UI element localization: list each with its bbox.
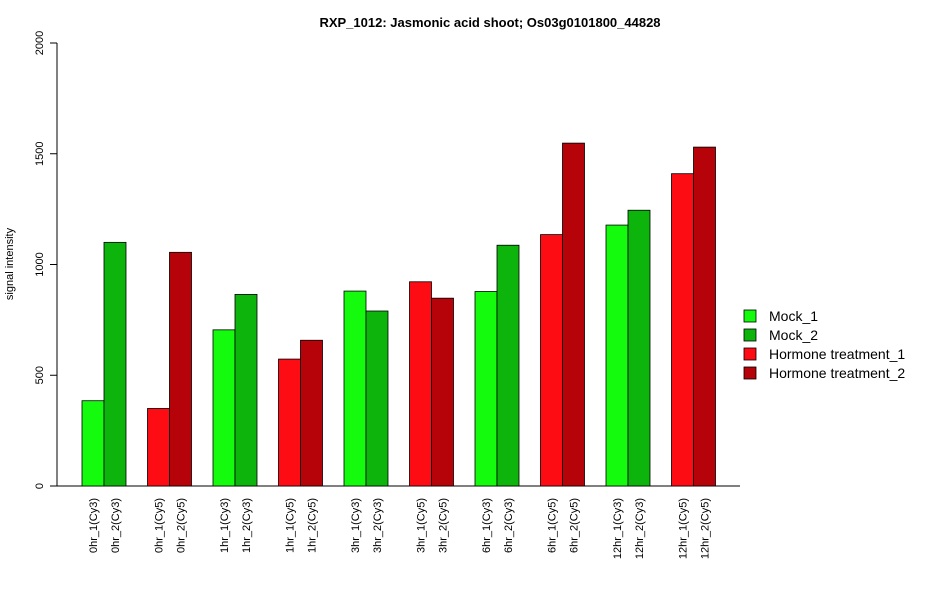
bar [627, 209, 651, 487]
x-tick-label: 6hr_1(Cy5) [547, 498, 559, 553]
bars-group [81, 142, 716, 487]
x-tick-label: 12hr_1(Cy5) [678, 498, 690, 559]
bar [300, 339, 323, 487]
bar [81, 400, 105, 487]
x-tick-label: 3hr_2(Cy3) [372, 498, 384, 553]
bar [343, 290, 367, 487]
y-tick-label: 2000 [34, 31, 46, 55]
bar [147, 408, 170, 487]
legend-swatch [743, 347, 757, 361]
x-axis-tick-labels: 0hr_1(Cy3) 0hr_2(Cy3) 0hr_1(Cy5) 0hr_2(Cy5)… [88, 498, 712, 559]
y-axis-ticks: 0 500 1000 1500 2000 [34, 31, 57, 489]
bar [234, 294, 258, 487]
legend-label: Hormone treatment_1 [769, 346, 905, 362]
bar [605, 224, 629, 487]
x-tick-label: 1hr_1(Cy3) [219, 498, 231, 553]
bar [103, 241, 127, 487]
y-tick-label: 0 [34, 483, 46, 489]
x-tick-label: 3hr_2(Cy5) [438, 498, 450, 553]
x-tick-label: 6hr_1(Cy3) [481, 498, 493, 553]
legend-label: Mock_2 [769, 327, 818, 343]
legend-swatch [743, 328, 757, 342]
legend: Mock_1 Mock_2 Hormone treatment_1 Hormone t… [743, 308, 905, 381]
bar [540, 234, 563, 487]
x-tick-label: 6hr_2(Cy3) [503, 498, 515, 553]
x-tick-label: 3hr_1(Cy5) [416, 498, 428, 553]
x-tick-label: 12hr_2(Cy3) [634, 498, 646, 559]
x-tick-label: 0hr_1(Cy3) [88, 498, 100, 553]
bar [278, 358, 301, 487]
x-tick-label: 0hr_2(Cy3) [110, 498, 122, 553]
x-tick-label: 3hr_1(Cy3) [350, 498, 362, 553]
y-tick-label: 1500 [34, 142, 46, 166]
y-tick-label: 1000 [34, 252, 46, 276]
bar [562, 142, 585, 487]
bar [474, 291, 498, 487]
x-tick-label: 12hr_2(Cy5) [700, 498, 712, 559]
bar [169, 251, 192, 487]
y-tick-label: 500 [34, 366, 46, 384]
legend-label: Hormone treatment_2 [769, 365, 905, 381]
x-tick-label: 1hr_2(Cy5) [307, 498, 319, 553]
legend-swatch [743, 309, 757, 323]
bar [671, 173, 694, 487]
x-tick-label: 0hr_1(Cy5) [154, 498, 166, 553]
chart-title: RXP_1012: Jasmonic acid shoot; Os03g0101… [319, 15, 660, 30]
bar [693, 146, 716, 487]
x-tick-label: 12hr_1(Cy3) [612, 498, 624, 559]
legend-swatch [743, 366, 757, 380]
bar [431, 297, 454, 487]
legend-label: Mock_1 [769, 308, 818, 324]
bar [212, 329, 236, 487]
bar [496, 244, 520, 487]
x-tick-label: 0hr_2(Cy5) [176, 498, 188, 553]
x-tick-label: 1hr_1(Cy5) [285, 498, 297, 553]
x-tick-label: 1hr_2(Cy3) [241, 498, 253, 553]
y-axis-label: signal intensity [4, 227, 16, 300]
bar [409, 281, 432, 487]
x-tick-label: 6hr_2(Cy5) [569, 498, 581, 553]
bar [365, 310, 389, 487]
